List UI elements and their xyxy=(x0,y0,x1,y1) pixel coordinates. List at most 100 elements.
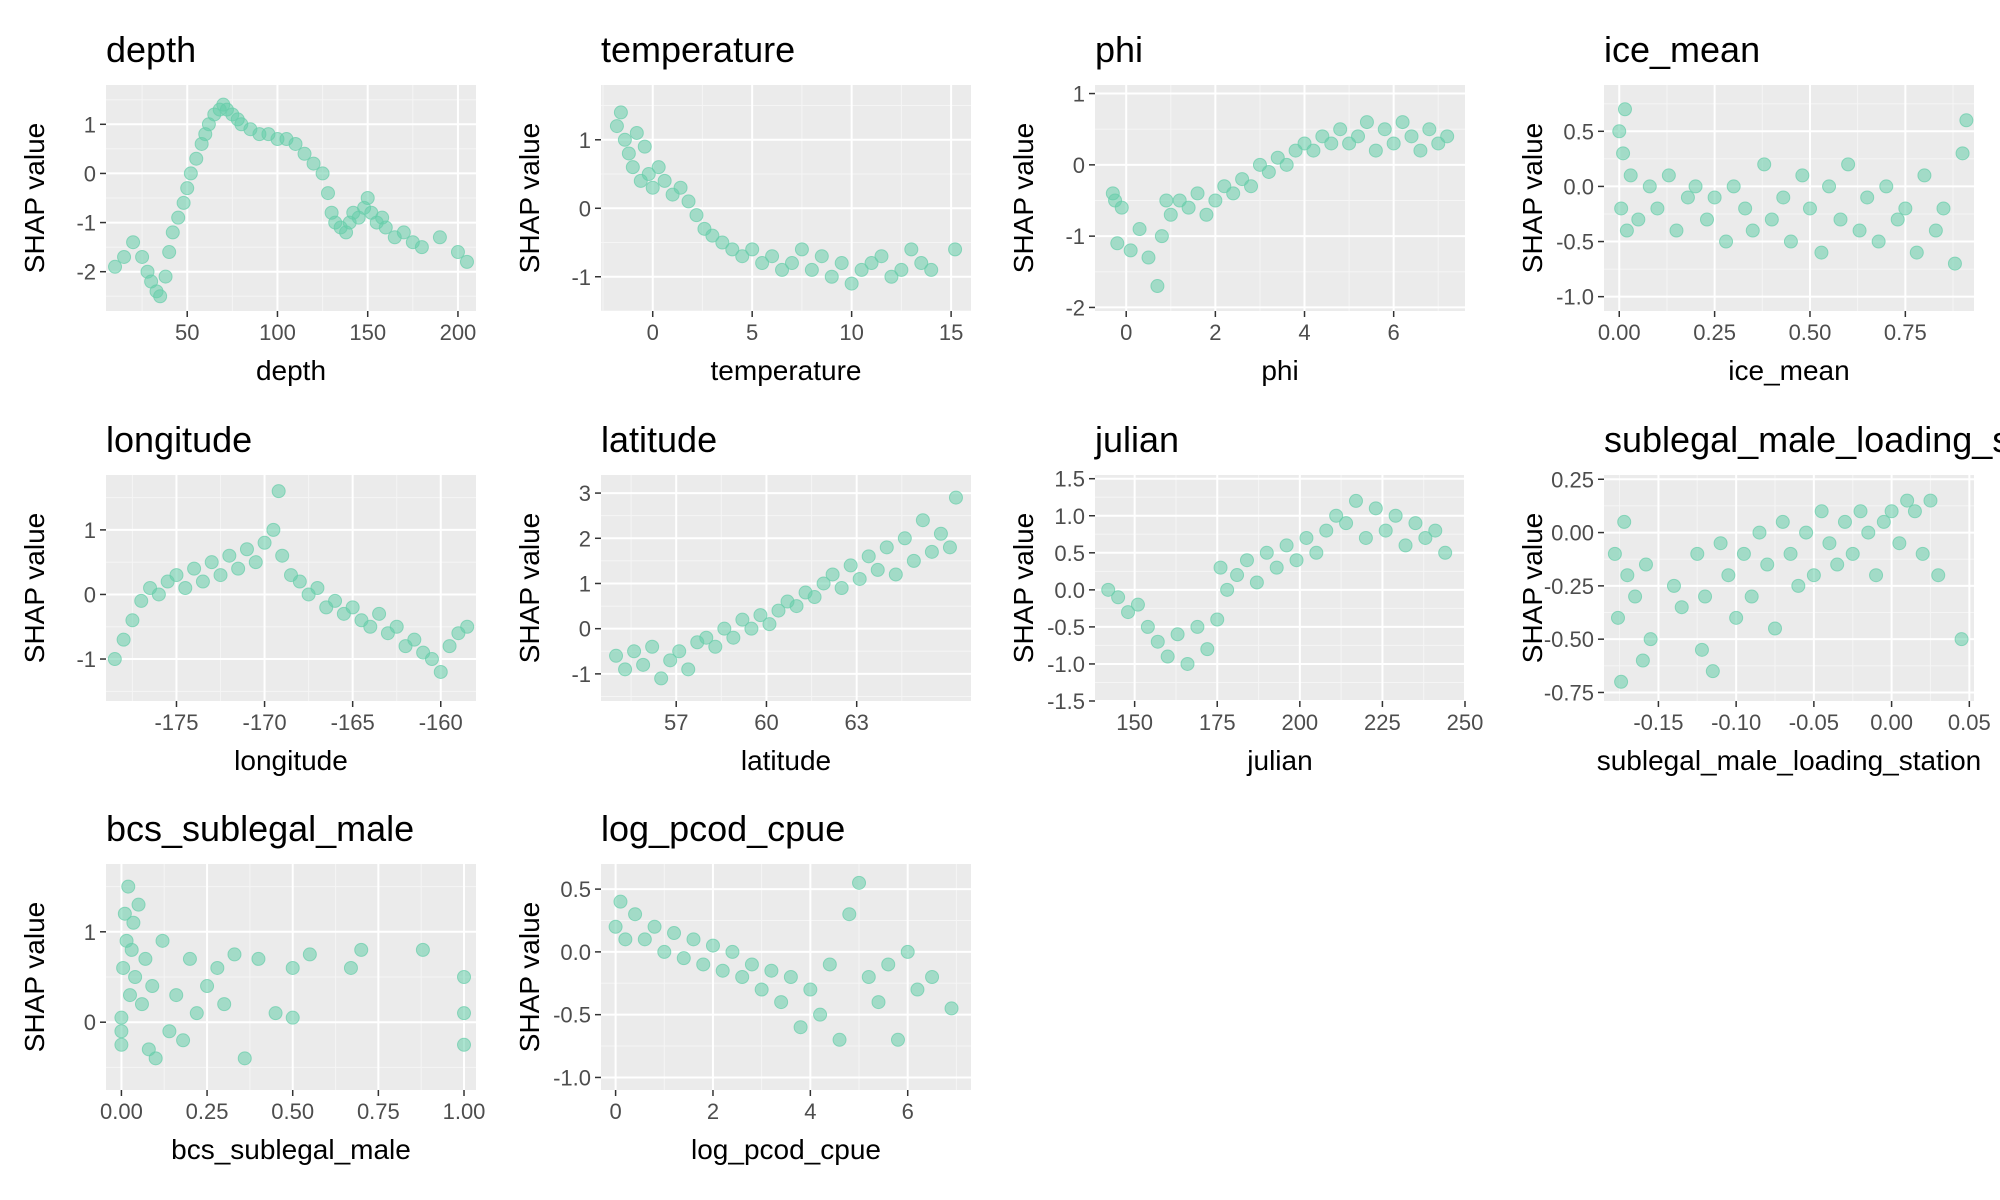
data-point xyxy=(613,894,628,909)
data-point xyxy=(1614,201,1629,216)
y-tick-label: 0 xyxy=(84,582,96,607)
data-point xyxy=(1923,493,1938,508)
data-point xyxy=(1764,212,1779,227)
y-tick-label: -1 xyxy=(571,265,591,290)
data-point xyxy=(1631,212,1646,227)
y-tick-label: -1.0 xyxy=(1556,285,1594,310)
data-point xyxy=(1181,200,1196,215)
panel-title: phi xyxy=(1095,29,1143,70)
points xyxy=(107,484,475,679)
data-point xyxy=(169,988,184,1003)
panel-title: temperature xyxy=(601,29,795,70)
data-point xyxy=(257,535,272,550)
y-tick-label: 0.5 xyxy=(1563,119,1594,144)
data-point xyxy=(1638,557,1653,572)
data-point xyxy=(268,1006,283,1021)
data-point xyxy=(1635,653,1650,668)
data-point xyxy=(121,879,136,894)
data-point xyxy=(1806,568,1821,583)
data-point xyxy=(1324,136,1339,151)
x-tick-label: 0.05 xyxy=(1948,710,1991,735)
panel-bcs_sublegal_male: 0.00 0.25 0.50 0.75 1.0001bcs_sublegal_maleb… xyxy=(19,808,485,1165)
data-point xyxy=(151,587,166,602)
data-point xyxy=(708,639,723,654)
data-point xyxy=(248,555,263,570)
data-point xyxy=(126,915,141,930)
data-point xyxy=(617,132,632,147)
data-point xyxy=(1721,568,1736,583)
panel-ice_mean: 0.00 0.25 0.50 0.75-1.0-0.50.00.5ice_meanic… xyxy=(1517,29,1974,386)
data-point xyxy=(657,173,672,188)
data-point xyxy=(189,151,204,166)
data-point xyxy=(1213,560,1228,575)
data-point xyxy=(1404,129,1419,144)
data-point xyxy=(1388,508,1403,523)
data-point xyxy=(360,191,375,205)
data-point xyxy=(628,907,643,922)
data-point xyxy=(108,259,123,274)
data-point xyxy=(1745,223,1760,238)
data-point xyxy=(153,289,168,304)
data-point xyxy=(1309,545,1324,560)
data-point xyxy=(1259,545,1274,560)
x-tick-label: 100 xyxy=(259,320,296,345)
data-point xyxy=(843,558,858,573)
data-point xyxy=(783,970,798,984)
data-point xyxy=(1642,179,1657,194)
data-point xyxy=(114,1024,129,1039)
data-point xyxy=(1871,234,1886,249)
data-point xyxy=(1931,568,1946,583)
data-point xyxy=(1386,136,1401,151)
data-point xyxy=(897,531,912,546)
data-point xyxy=(148,1051,163,1066)
data-point xyxy=(415,942,430,957)
data-point xyxy=(162,1024,177,1039)
data-point xyxy=(636,657,651,672)
y-tick-label: 0.5 xyxy=(560,877,591,902)
points xyxy=(1607,493,1969,689)
data-point xyxy=(1220,582,1235,597)
data-point xyxy=(1170,627,1185,642)
data-point xyxy=(834,256,849,271)
data-point xyxy=(124,942,139,957)
data-point xyxy=(107,652,122,667)
y-tick-label: 0 xyxy=(84,161,96,186)
y-tick-label: 2 xyxy=(579,526,591,551)
data-point xyxy=(1661,168,1676,183)
data-point xyxy=(1699,212,1714,227)
data-point xyxy=(804,262,819,277)
data-point xyxy=(789,599,804,614)
data-point xyxy=(169,568,184,583)
data-point xyxy=(1428,523,1443,538)
data-point xyxy=(396,225,411,240)
data-point xyxy=(1890,212,1905,227)
y-tick-label: 0.0 xyxy=(1563,174,1594,199)
data-point xyxy=(1860,190,1875,205)
data-point xyxy=(745,242,760,257)
data-point xyxy=(432,230,447,245)
data-point xyxy=(1210,612,1225,627)
x-tick-label: 10 xyxy=(839,320,863,345)
panel-title: ice_mean xyxy=(1604,29,1760,70)
x-tick-label: 150 xyxy=(1116,710,1153,735)
x-axis-title: temperature xyxy=(711,355,862,386)
data-point xyxy=(292,574,307,589)
data-point xyxy=(285,960,300,975)
data-point xyxy=(171,210,186,225)
x-tick-label: 4 xyxy=(804,1099,816,1124)
data-point xyxy=(1130,597,1145,612)
y-tick-label: -0.5 xyxy=(553,1003,591,1028)
data-point xyxy=(1141,250,1156,265)
data-point xyxy=(871,995,886,1010)
data-point xyxy=(1879,179,1894,194)
data-point xyxy=(807,590,822,605)
data-point xyxy=(1121,605,1136,620)
data-point xyxy=(673,180,688,195)
data-point xyxy=(651,160,666,175)
data-point xyxy=(145,979,160,994)
data-point xyxy=(424,652,439,667)
x-tick-label: -160 xyxy=(419,710,463,735)
x-tick-label: 175 xyxy=(1199,710,1236,735)
data-point xyxy=(900,944,915,959)
panel-title: longitude xyxy=(106,419,252,460)
